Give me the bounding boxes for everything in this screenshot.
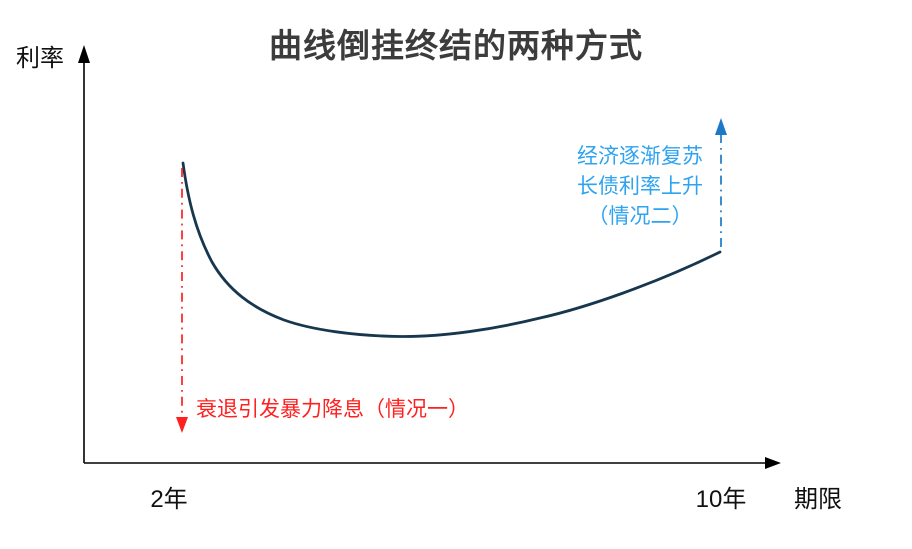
chart-title: 曲线倒挂终结的两种方式 <box>269 27 643 64</box>
scenario-one-label: 衰退引发暴力降息（情况一） <box>196 398 469 421</box>
x-tick-2y: 2年 <box>150 486 188 513</box>
x-axis <box>84 457 781 469</box>
x-axis-label: 期限 <box>794 486 842 513</box>
yield-curve <box>181 161 722 338</box>
scenario-two-line1: 经济逐渐复苏 <box>577 145 703 168</box>
y-axis-label: 利率 <box>16 45 64 72</box>
x-tick-10y: 10年 <box>695 486 747 513</box>
scenario-two-line3: （情况二） <box>587 205 693 228</box>
y-axis-arrowhead <box>78 45 90 63</box>
rate-cut-arrowhead <box>176 417 188 433</box>
scenario-two-label: 经济逐渐复苏 长债利率上升 （情况二） <box>562 142 718 232</box>
scenario-two-line2: 长债利率上升 <box>577 175 703 198</box>
y-axis <box>78 45 90 463</box>
rate-rise-arrow <box>715 118 727 250</box>
rate-cut-arrow <box>176 168 188 433</box>
rate-rise-arrowhead <box>715 118 727 135</box>
x-axis-arrowhead <box>765 457 781 469</box>
